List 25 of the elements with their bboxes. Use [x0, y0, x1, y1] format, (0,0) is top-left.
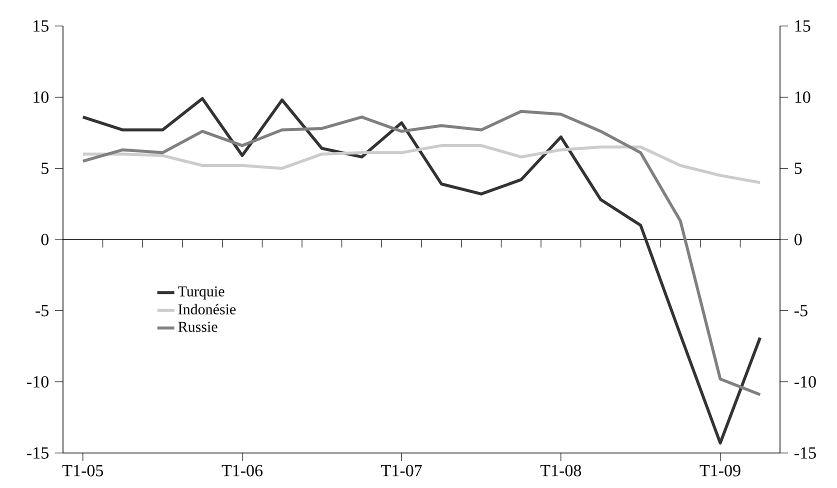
x-tick-label: T1-09: [700, 464, 740, 476]
y2-tick-label: 0: [794, 234, 802, 246]
legend-label: Indonésie: [178, 304, 236, 314]
line-series: [81, 144, 762, 184]
legend-label: Russie: [178, 322, 218, 332]
y-tick-label: -5: [36, 305, 48, 316]
y2-tick-label: -15: [794, 447, 816, 459]
y2-tick-label: 15: [795, 20, 810, 32]
y-tick-label: 10: [34, 91, 48, 103]
x-tick-label: T1-05: [62, 464, 104, 476]
y-tick-label: -10: [27, 376, 48, 388]
y-tick-label: 15: [34, 20, 48, 32]
y2-tick-label: -10: [794, 376, 816, 388]
y2-tick-label: 5: [794, 162, 802, 174]
x-tick-label: T1-06: [222, 464, 263, 476]
y2-tick-label: -5: [794, 305, 808, 316]
x-tick-label: T1-07: [381, 464, 422, 476]
line-series: [81, 97, 762, 445]
x-tick-label: T1-08: [540, 464, 582, 476]
legend-label: Turquie: [178, 286, 224, 300]
line-series: [81, 110, 762, 396]
y-tick-label: 0: [41, 234, 48, 246]
y-tick-label: -15: [27, 447, 48, 459]
y2-tick-label: 10: [795, 91, 810, 103]
y-tick-label: 5: [42, 162, 48, 174]
